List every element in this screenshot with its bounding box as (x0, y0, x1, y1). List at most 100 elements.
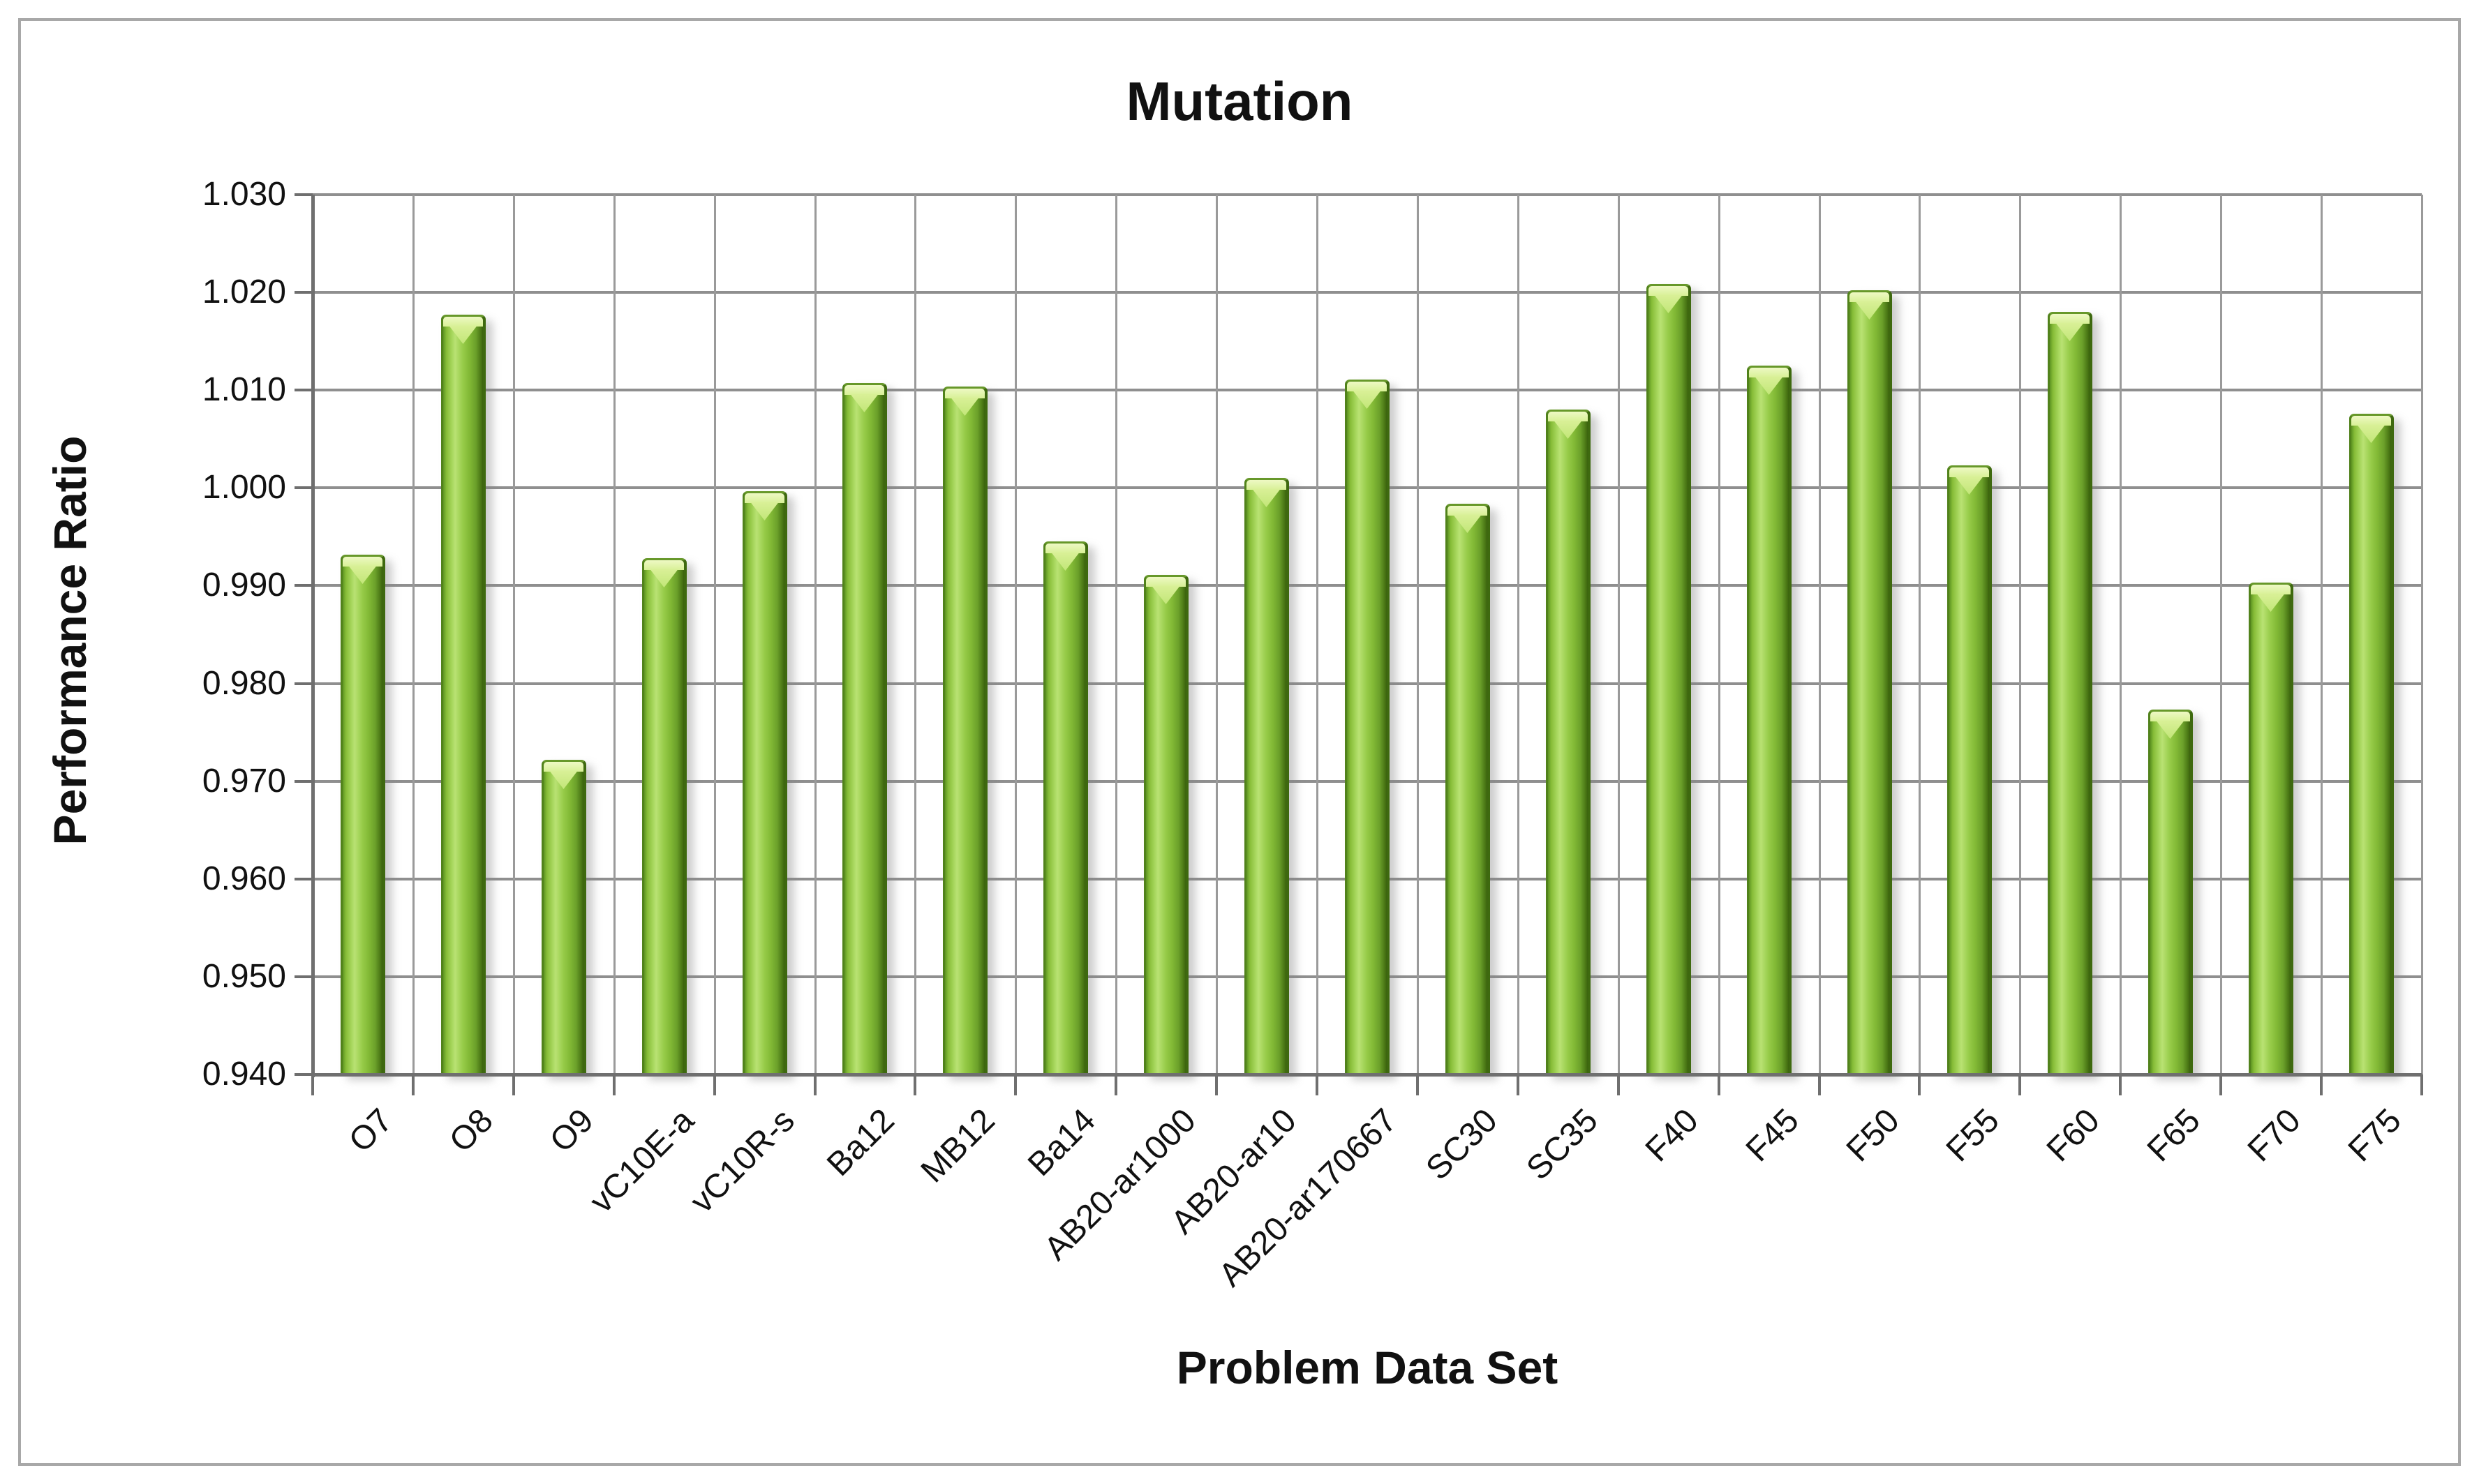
bar-cap-highlight (1648, 286, 1688, 296)
bar-gloss-notch (1554, 421, 1582, 439)
bar-F50 (1847, 290, 1892, 1074)
y-tick-label: 0.960 (202, 860, 286, 897)
x-axis-tick (2119, 1074, 2122, 1095)
bar-gloss-notch (1855, 301, 1884, 320)
gridline-vertical (914, 195, 916, 1074)
bar-F70 (2249, 583, 2293, 1074)
bar-vC10E-a (642, 558, 687, 1074)
bar-Ba14 (1043, 541, 1088, 1074)
y-tick-label: 1.000 (202, 469, 286, 506)
x-axis-tick (2219, 1074, 2222, 1095)
bar-cap-highlight (544, 762, 583, 772)
bar-MB12 (943, 387, 988, 1074)
x-axis-tick (1718, 1074, 1720, 1095)
gridline-vertical (1819, 195, 1821, 1074)
bar-Ba12 (842, 383, 887, 1074)
x-axis-tick (412, 1074, 415, 1095)
y-tick-label: 0.990 (202, 567, 286, 604)
bar-cap-highlight (745, 493, 784, 503)
y-tick-label: 1.010 (202, 371, 286, 408)
bar-F75 (2349, 414, 2394, 1074)
bar-gloss-notch (1152, 586, 1180, 604)
bar-gloss-notch (750, 502, 779, 520)
x-axis-tick (1215, 1074, 1218, 1095)
bar-O7 (341, 555, 385, 1074)
gridline-vertical (714, 195, 716, 1074)
bar-gloss-notch (850, 394, 879, 412)
y-axis-tick (295, 486, 313, 489)
bar-gloss-notch (2055, 323, 2084, 341)
bar-gloss-notch (549, 771, 578, 789)
gridline-vertical (2421, 195, 2423, 1074)
y-axis-tick (295, 1073, 313, 1076)
bar-gloss-notch (650, 569, 678, 587)
bar-AB20-ar10 (1244, 478, 1289, 1074)
gridline-horizontal (313, 193, 2422, 196)
bar-F45 (1747, 366, 1792, 1074)
bar-cap-highlight (1849, 292, 1889, 302)
y-axis-tick (295, 193, 313, 196)
y-tick-label: 0.940 (202, 1056, 286, 1093)
y-axis-tick (295, 975, 313, 978)
gridline-vertical (1316, 195, 1318, 1074)
y-axis-tick (295, 389, 313, 391)
bar-AB20-ar170667 (1345, 380, 1390, 1074)
bar-F40 (1646, 284, 1691, 1074)
y-tick-label: 1.030 (202, 176, 286, 213)
bar-gloss-notch (1955, 477, 1983, 495)
bar-cap-highlight (1447, 506, 1487, 516)
x-axis-tick (713, 1074, 716, 1095)
gridline-vertical (2321, 195, 2323, 1074)
gridline-vertical (2220, 195, 2222, 1074)
gridline-vertical (1618, 195, 1620, 1074)
bar-cap-highlight (2351, 416, 2391, 426)
y-axis-tick (295, 584, 313, 587)
bar-gloss-notch (348, 566, 377, 584)
bar-cap-highlight (1347, 382, 1387, 391)
y-axis-line (311, 195, 315, 1077)
x-axis-tick (1416, 1074, 1419, 1095)
x-axis-tick (2018, 1074, 2021, 1095)
bar-cap-highlight (2150, 712, 2190, 721)
bar-vC10R-s (743, 491, 787, 1074)
x-axis-tick (814, 1074, 817, 1095)
bar-cap-highlight (1548, 412, 1588, 421)
bar-gloss-notch (951, 398, 979, 416)
x-axis-tick (1818, 1074, 1821, 1095)
x-axis-tick (1617, 1074, 1620, 1095)
bar-gloss-notch (2156, 721, 2184, 739)
bar-cap-highlight (1146, 577, 1186, 587)
bar-cap-highlight (1749, 368, 1789, 377)
y-axis-tick (295, 878, 313, 880)
bar-cap-highlight (1246, 480, 1286, 490)
bar-gloss-notch (2357, 425, 2385, 443)
bar-SC30 (1445, 504, 1490, 1074)
x-axis-tick (1316, 1074, 1318, 1095)
bar-gloss-notch (2256, 594, 2285, 612)
x-axis-title: Problem Data Set (1176, 1342, 1558, 1393)
x-axis-tick (1014, 1074, 1017, 1095)
gridline-vertical (1517, 195, 1519, 1074)
gridline-vertical (412, 195, 415, 1074)
y-tick-label: 0.950 (202, 958, 286, 995)
y-axis-tick (295, 682, 313, 685)
bar-cap-highlight (443, 317, 483, 327)
bar-cap-highlight (844, 385, 884, 395)
bar-cap-highlight (2050, 314, 2090, 324)
bar-cap-highlight (945, 389, 985, 398)
y-axis-tick (295, 780, 313, 783)
gridline-vertical (1115, 195, 1117, 1074)
x-axis-tick (914, 1074, 916, 1095)
bar-gloss-notch (1755, 377, 1783, 395)
bar-gloss-notch (1453, 515, 1482, 533)
x-axis-tick (613, 1074, 616, 1095)
x-axis-tick (1115, 1074, 1117, 1095)
bar-O8 (441, 315, 486, 1074)
gridline-vertical (1015, 195, 1017, 1074)
x-axis-tick (311, 1074, 314, 1095)
bar-cap-highlight (1045, 544, 1085, 553)
gridline-vertical (1919, 195, 1921, 1074)
chart-title: Mutation (1126, 70, 1353, 132)
